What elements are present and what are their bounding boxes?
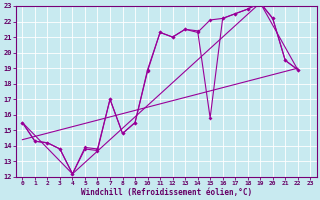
- X-axis label: Windchill (Refroidissement éolien,°C): Windchill (Refroidissement éolien,°C): [81, 188, 252, 197]
